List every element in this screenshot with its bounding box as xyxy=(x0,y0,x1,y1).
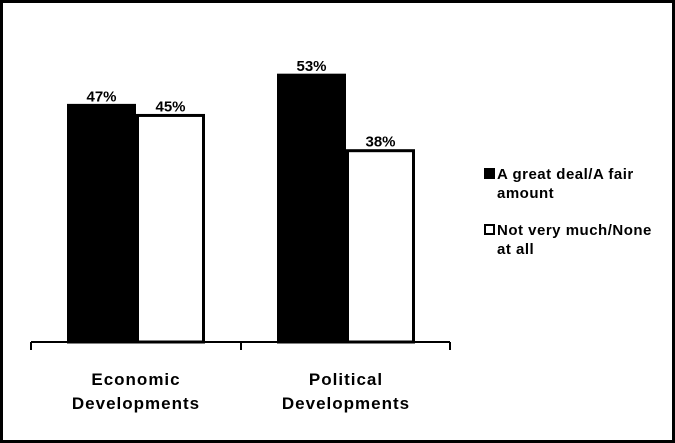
category-label: Economic xyxy=(91,370,180,389)
bar-not-very-much-0 xyxy=(136,113,205,344)
category-label: Developments xyxy=(282,394,410,413)
data-label: 45% xyxy=(155,98,185,115)
data-label: 53% xyxy=(296,58,326,75)
bar-not-very-much-1 xyxy=(346,149,415,344)
data-label: 38% xyxy=(365,134,395,151)
data-label: 47% xyxy=(86,88,116,105)
legend-label: Not very much/None at all xyxy=(497,222,652,258)
bar-great-deal-1 xyxy=(277,73,346,344)
legend-item-not-very-much: Not very much/None at all xyxy=(484,221,669,259)
legend-item-great-deal: A great deal/A fair amount xyxy=(484,165,669,203)
legend: A great deal/A fair amount Not very much… xyxy=(484,165,669,277)
legend-swatch-white xyxy=(484,224,495,235)
category-label: Political xyxy=(309,370,383,389)
legend-label: A great deal/A fair amount xyxy=(497,166,634,202)
bar-great-deal-0 xyxy=(67,103,136,344)
legend-swatch-black xyxy=(484,168,495,179)
category-label: Developments xyxy=(72,394,200,413)
